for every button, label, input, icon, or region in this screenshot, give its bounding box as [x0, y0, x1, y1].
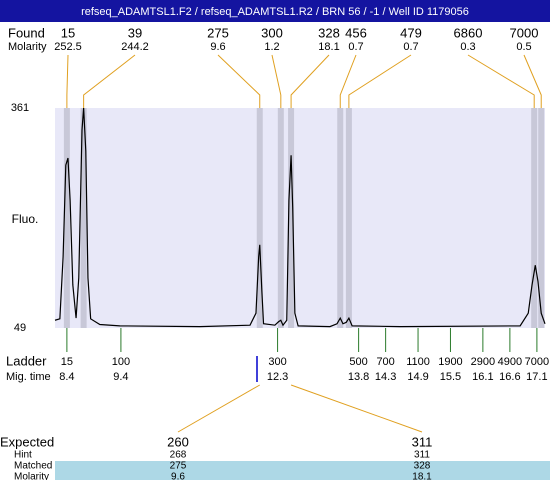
ladder-time: 13.8	[348, 371, 369, 383]
found-molarity: 252.5	[54, 41, 82, 53]
found-size: 300	[261, 25, 283, 40]
ladder-size: 1100	[406, 356, 430, 368]
ladder-time: 17.1	[526, 371, 547, 383]
ladder-size: 700	[376, 356, 394, 368]
found-link	[83, 54, 136, 108]
ladder-time: 16.1	[472, 371, 493, 383]
found-size: 275	[207, 25, 229, 40]
y-tick-label: 49	[14, 322, 26, 334]
title: refseq_ADAMTSL1.F2 / refseq_ADAMTSL1.R2 …	[81, 6, 469, 18]
mig-time-label: Mig. time	[6, 371, 51, 383]
peak-band	[538, 108, 545, 328]
found-molarity: 1.2	[264, 41, 279, 53]
expected-hint: 311	[414, 450, 430, 461]
expected-expected: 260	[167, 434, 189, 449]
ladder-size: 300	[268, 356, 286, 368]
ladder-size: 2900	[471, 356, 495, 368]
ladder-time: 15.5	[440, 371, 461, 383]
found-molarity: 18.1	[318, 41, 339, 53]
found-size: 39	[128, 25, 142, 40]
y-axis-label: Fluo.	[12, 212, 39, 226]
row-label: Matched	[14, 461, 52, 472]
found-label: Found	[8, 25, 45, 40]
ladder-time: 14.3	[375, 371, 396, 383]
peak-band	[531, 108, 538, 328]
expected-link	[177, 384, 261, 433]
found-link	[217, 54, 261, 108]
y-tick-label: 361	[11, 102, 29, 114]
row-label: Molarity	[14, 472, 49, 480]
ladder-time: 16.6	[499, 371, 520, 383]
found-link	[271, 54, 282, 108]
found-size: 328	[318, 25, 340, 40]
found-link	[467, 54, 535, 108]
title-bar	[0, 0, 550, 22]
peak-band	[277, 108, 284, 328]
found-molarity: 0.3	[460, 41, 475, 53]
molarity-label: Molarity	[8, 41, 47, 53]
found-link	[523, 54, 542, 108]
found-size: 456	[345, 25, 367, 40]
expected-molarity: 18.1	[412, 472, 432, 480]
trace	[54, 107, 546, 328]
found-molarity: 0.5	[516, 41, 531, 53]
found-link	[290, 54, 330, 108]
found-size: 15	[61, 25, 75, 40]
peak-band	[345, 108, 352, 328]
peak-band	[256, 108, 263, 328]
ladder-time: 8.4	[59, 371, 74, 383]
peak-band	[63, 108, 70, 328]
ladder-time: 9.4	[113, 371, 128, 383]
ladder-size: 15	[61, 356, 73, 368]
ladder-size: 7000	[525, 356, 549, 368]
expected-matched: 275	[170, 461, 187, 472]
peak-band	[80, 108, 87, 328]
found-size: 479	[400, 25, 422, 40]
peak-band	[288, 108, 295, 328]
expected-molarity: 9.6	[171, 472, 185, 480]
ladder-size: 100	[112, 356, 130, 368]
expected-hint: 268	[170, 450, 187, 461]
peak-band	[337, 108, 344, 328]
found-link	[348, 54, 412, 108]
found-link	[339, 54, 357, 108]
expected-link	[290, 384, 423, 433]
ladder-size: 500	[349, 356, 367, 368]
row-label: Hint	[14, 450, 32, 461]
ladder-label: Ladder	[6, 353, 47, 368]
found-molarity: 9.6	[210, 41, 225, 53]
matched-band	[55, 461, 550, 480]
ladder-time: 14.9	[407, 371, 428, 383]
ladder-size: 4900	[498, 356, 522, 368]
ladder-time: 12.3	[267, 371, 288, 383]
found-molarity: 0.7	[403, 41, 418, 53]
found-size: 6860	[454, 25, 483, 40]
expected-matched: 328	[414, 461, 431, 472]
expected-expected: 311	[412, 434, 433, 449]
found-molarity: 0.7	[348, 41, 363, 53]
plot-area	[55, 108, 545, 328]
found-link	[66, 54, 69, 108]
found-size: 7000	[510, 25, 539, 40]
row-label: Expected	[0, 434, 54, 449]
ladder-size: 1900	[438, 356, 462, 368]
found-molarity: 244.2	[121, 41, 149, 53]
